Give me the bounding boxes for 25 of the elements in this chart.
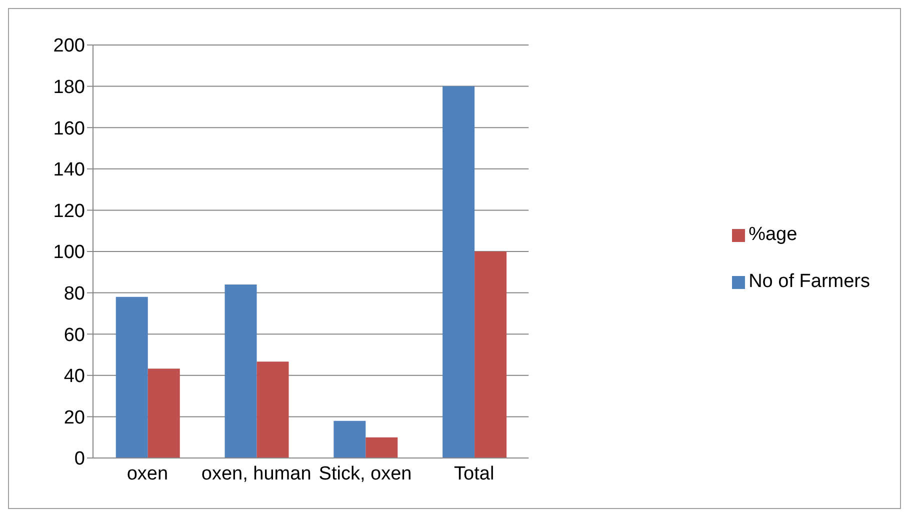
y-tick-label: 40: [64, 366, 85, 388]
x-tick-label: oxen: [126, 463, 168, 484]
bar: [334, 420, 366, 458]
bar: [474, 252, 507, 458]
bar: [116, 296, 148, 458]
y-tick-label: 60: [64, 324, 85, 346]
y-tick-label: 20: [64, 407, 85, 428]
y-tick-label: 200: [53, 36, 85, 57]
bar: [224, 284, 257, 458]
y-tick-label: 180: [53, 77, 85, 98]
y-tick-label: 100: [53, 242, 85, 264]
bar: [148, 368, 180, 458]
bar: [256, 362, 289, 458]
x-tick-label: Stick, oxen: [318, 463, 412, 484]
bar: [442, 86, 475, 458]
y-tick-label: 0: [74, 448, 85, 470]
y-tick-label: 120: [53, 200, 85, 222]
x-tick-label: oxen, human: [201, 463, 312, 484]
y-tick-label: 140: [53, 160, 85, 181]
legend-label: %age: [748, 224, 798, 244]
x-tick-label: Total: [454, 463, 494, 484]
bar: [366, 437, 398, 458]
y-tick-label: 80: [64, 284, 85, 305]
y-tick-label: 160: [53, 118, 85, 140]
legend-label: No of Farmers: [748, 270, 870, 292]
